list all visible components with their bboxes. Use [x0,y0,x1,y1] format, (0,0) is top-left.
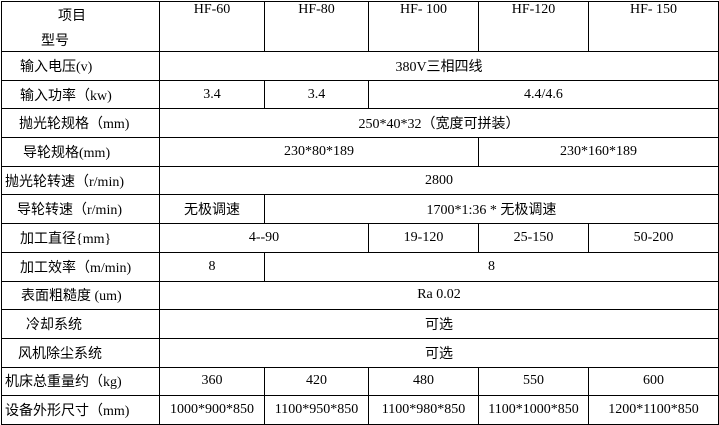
table-row: 抛光轮转速（r/min) 2800 [1,165,719,196]
row-label-cell: 表面粗糙度 (um) [1,280,160,311]
value-cell: 2800 [159,165,719,196]
table-row: 风机除尘系统 可选 [1,337,719,368]
corner-label-item: 项目 [58,9,86,24]
value-cell: 可选 [159,337,719,368]
value-cell: 360 [159,366,265,397]
value-cell: 3.4 [264,79,369,110]
value-cell: 550 [478,366,589,397]
value-cell: 25-150 [478,223,589,253]
row-label-cell: 抛光轮规格（mm) [1,108,160,139]
model-header-cell: HF- 150 [588,1,719,52]
corner-cell: 项目型号 [1,1,160,52]
corner-label-model: 型号 [41,34,69,49]
value-cell: 420 [264,366,369,397]
table-row: 加工效率（m/min) 8 8 [1,251,719,282]
value-cell: 1200*1100*850 [588,395,719,425]
value-cell: 8 [159,251,265,282]
value-cell: 1100*980*850 [368,395,479,425]
value-cell: 380V三相四线 [159,51,719,81]
value-cell: 8 [264,251,719,282]
value-cell: 230*160*189 [478,137,719,167]
table-row: 抛光轮规格（mm) 250*40*32（宽度可拼装） [1,108,719,139]
table-row: 导轮规格(mm) 230*80*189 230*160*189 [1,137,719,167]
model-header-cell: HF-60 [159,1,265,52]
row-label-cell: 抛光轮转速（r/min) [1,165,160,196]
row-label-cell: 输入电压(v) [1,51,160,81]
value-cell: 3.4 [159,79,265,110]
value-cell: 1700*1:36 * 无极调速 [264,194,719,225]
value-cell: 4--90 [159,223,369,253]
value-cell: 1000*900*850 [159,395,265,425]
value-cell: Ra 0.02 [159,280,719,311]
value-cell: 230*80*189 [159,137,479,167]
row-label-cell: 风机除尘系统 [1,337,160,368]
model-header-cell: HF-120 [478,1,589,52]
value-cell: 480 [368,366,479,397]
table-row: 输入电压(v) 380V三相四线 [1,51,719,81]
row-label-cell: 导轮规格(mm) [1,137,160,167]
row-label-cell: 导轮转速（r/min) [1,194,160,225]
value-cell: 可选 [159,309,719,339]
row-label-cell: 输入功率（kw) [1,79,160,110]
table-row: 机床总重量约（kg) 360 420 480 550 600 [1,366,719,397]
table-row: 设备外形尺寸（mm) 1000*900*850 1100*950*850 1100*9… [1,395,719,425]
value-cell: 600 [588,366,719,397]
row-label-cell: 机床总重量约（kg) [1,366,160,397]
value-cell: 250*40*32（宽度可拼装） [159,108,719,139]
model-header-cell: HF- 100 [368,1,479,52]
row-label-cell: 加工效率（m/min) [1,251,160,282]
value-cell: 1100*950*850 [264,395,369,425]
value-cell: 50-200 [588,223,719,253]
row-label-cell: 冷却系统 [1,309,160,339]
table-row: 表面粗糙度 (um) Ra 0.02 [1,280,719,311]
table-row: 冷却系统 可选 [1,309,719,339]
value-cell: 无极调速 [159,194,265,225]
model-header-cell: HF-80 [264,1,369,52]
value-cell: 1100*1000*850 [478,395,589,425]
value-cell: 19-120 [368,223,479,253]
value-cell: 4.4/4.6 [368,79,719,110]
header-row: 项目 型号 HF-60 HF-80 HF- 100 HF-120 HF- 150 [1,1,719,52]
row-label-cell: 加工直径{mm} [1,223,160,253]
row-label-cell: 设备外形尺寸（mm) [1,395,160,425]
table-row: 输入功率（kw) 3.4 3.4 4.4/4.6 [1,79,719,110]
table-row: 加工直径{mm} 4--90 19-120 25-150 50-200 [1,223,719,253]
table-row: 导轮转速（r/min) 无极调速 1700*1:36 * 无极调速 [1,194,719,225]
